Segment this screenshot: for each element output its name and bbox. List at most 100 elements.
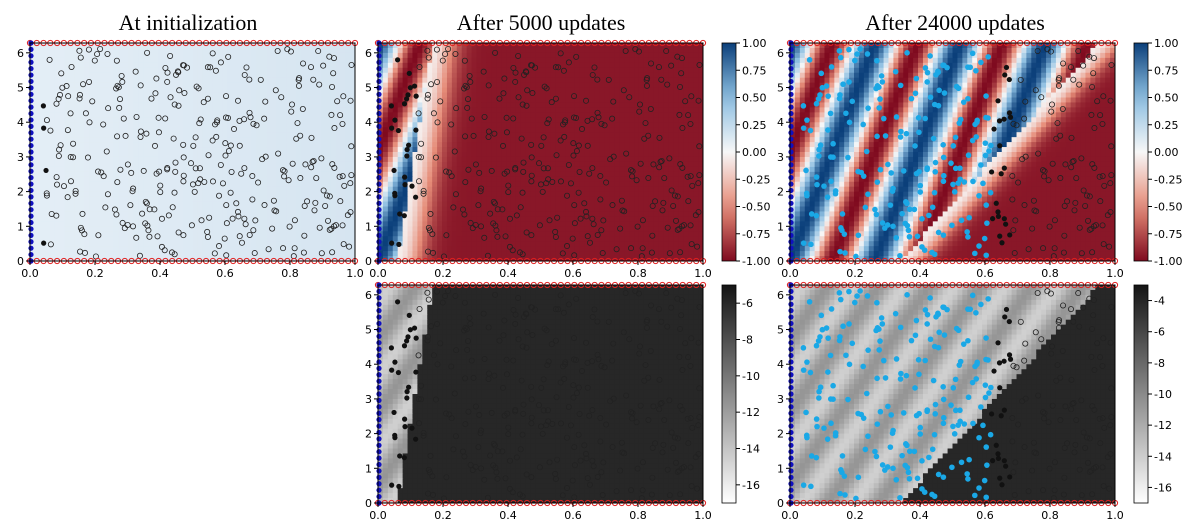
final-residual-interior-point xyxy=(808,453,815,459)
mid-residual-collocation-point xyxy=(549,420,556,427)
init-collocation-point xyxy=(191,188,198,195)
final-solution-interior-point xyxy=(845,154,851,161)
mid-residual-collocation-point xyxy=(443,474,450,481)
mid-solution-collocation-point xyxy=(674,226,681,233)
final-residual-interior-point xyxy=(912,385,918,391)
mid-solution-collocation-point xyxy=(476,169,483,176)
final-solution-interior-point xyxy=(972,250,978,257)
mid-residual-collocation-point xyxy=(467,461,474,468)
final-residual-collocation-point xyxy=(1076,466,1083,473)
init-collocation-point xyxy=(241,116,248,123)
mid-residual-collocation-point xyxy=(465,338,472,345)
mid-solution-xtick-label: 0.0 xyxy=(369,267,387,280)
init-collocation-point xyxy=(209,178,216,185)
mid-solution-collocation-point xyxy=(644,75,651,82)
mid-solution-initial-point xyxy=(376,123,382,129)
mid-residual-accepted-point xyxy=(389,482,395,488)
final-solution-accepted-point xyxy=(1003,221,1009,227)
final-solution-collocation-point xyxy=(1055,82,1062,89)
final-residual-initial-point xyxy=(788,429,794,436)
final-residual-interior-point xyxy=(816,395,822,401)
mid-solution-collocation-point xyxy=(688,93,695,100)
mid-residual-collocation-point xyxy=(575,431,582,438)
final-solution-interior-point xyxy=(965,234,971,240)
mid-solution-collocation-point xyxy=(452,191,459,198)
mid-solution-collocation-point xyxy=(425,54,432,61)
final-residual-interior-point xyxy=(969,379,976,386)
mid-residual-collocation-point xyxy=(461,327,468,334)
final-residual-interior-point xyxy=(836,290,843,296)
mid-solution-collocation-point xyxy=(597,196,604,203)
final-solution-interior-point xyxy=(853,253,859,260)
mid-solution-collocation-point xyxy=(569,235,576,242)
mid-solution-accepted-point xyxy=(394,57,401,63)
mid-residual-collocation-point xyxy=(494,448,501,455)
mid-solution-collocation-point xyxy=(696,61,703,68)
init-collocation-point xyxy=(192,134,199,141)
final-solution-initial-point xyxy=(788,98,794,104)
init-collocation-point xyxy=(55,95,62,102)
final-residual-interior-point xyxy=(827,396,834,402)
final-solution-accepted-point xyxy=(1007,232,1013,238)
final-solution-collocation-point xyxy=(1099,222,1106,229)
init-collocation-point xyxy=(193,83,200,90)
mid-residual-collocation-point xyxy=(424,333,431,340)
final-residual-collocation-point xyxy=(1099,415,1106,422)
init-collocation-point xyxy=(217,161,224,168)
mid-solution-collocation-point xyxy=(641,135,648,142)
mid-solution-initial-point xyxy=(376,162,382,168)
final-solution-initial-point xyxy=(788,104,794,110)
mid-residual-collocation-point xyxy=(516,491,523,498)
final-residual-interior-point xyxy=(863,390,870,397)
init-collocation-point xyxy=(281,168,288,175)
mid-solution-collocation-point xyxy=(475,202,482,209)
final-residual-interior-point xyxy=(976,434,982,441)
mid-residual-collocation-point xyxy=(648,491,655,498)
init-collocation-point xyxy=(328,225,335,232)
init-ytick-label: 4 xyxy=(17,116,24,129)
mid-solution-collocation-point xyxy=(415,154,422,161)
final-solution-accepted-point xyxy=(1003,64,1010,71)
final-solution-collocation-point xyxy=(1108,172,1115,179)
mid-residual-collocation-point xyxy=(459,448,466,455)
mid-solution-colorbar xyxy=(721,42,737,262)
final-solution-interior-point xyxy=(983,252,990,259)
init-collocation-point xyxy=(341,182,348,189)
final-residual-collocation-point xyxy=(1092,464,1099,471)
mid-solution-collocation-point xyxy=(549,178,556,185)
final-solution-colorbar-label: -1.00 xyxy=(1154,255,1182,268)
final-solution-interior-point xyxy=(843,110,849,117)
init-collocation-point xyxy=(180,178,187,185)
mid-solution-collocation-point xyxy=(429,231,436,238)
final-residual-collocation-point xyxy=(1078,492,1085,499)
mid-solution-collocation-point xyxy=(655,64,662,71)
mid-solution-initial-point xyxy=(376,46,382,53)
final-solution-colorbar-label: 0.00 xyxy=(1154,146,1179,159)
mid-residual-collocation-point xyxy=(478,427,485,434)
init-collocation-point xyxy=(114,133,121,140)
mid-residual-collocation-point xyxy=(462,375,469,382)
final-solution-interior-point xyxy=(893,234,900,241)
mid-residual-collocation-point xyxy=(565,403,572,410)
mid-solution-collocation-point xyxy=(583,97,590,104)
final-residual-interior-point xyxy=(917,431,924,437)
final-solution-collocation-point xyxy=(1090,70,1097,77)
init-initial-point xyxy=(28,46,34,53)
final-residual-interior-point xyxy=(873,453,880,460)
final-solution-interior-point xyxy=(842,250,848,256)
mid-solution-initial-point xyxy=(376,245,382,251)
mid-solution-collocation-point xyxy=(571,252,578,259)
mid-solution-collocation-point xyxy=(494,206,501,213)
init-xtick-label: 1.0 xyxy=(346,267,364,280)
mid-residual-colorbar-label: -8 xyxy=(742,334,753,347)
final-residual-interior-point xyxy=(965,337,971,344)
mid-solution-collocation-point xyxy=(659,207,666,214)
mid-residual-initial-point xyxy=(376,295,382,301)
init-collocation-point xyxy=(180,232,187,239)
init-initial-point xyxy=(28,142,34,149)
final-residual-interior-point xyxy=(880,357,887,364)
final-residual-interior-point xyxy=(892,310,899,317)
init-collocation-point xyxy=(114,179,121,186)
init-collocation-point xyxy=(180,141,187,148)
mid-solution-collocation-point xyxy=(620,87,627,94)
